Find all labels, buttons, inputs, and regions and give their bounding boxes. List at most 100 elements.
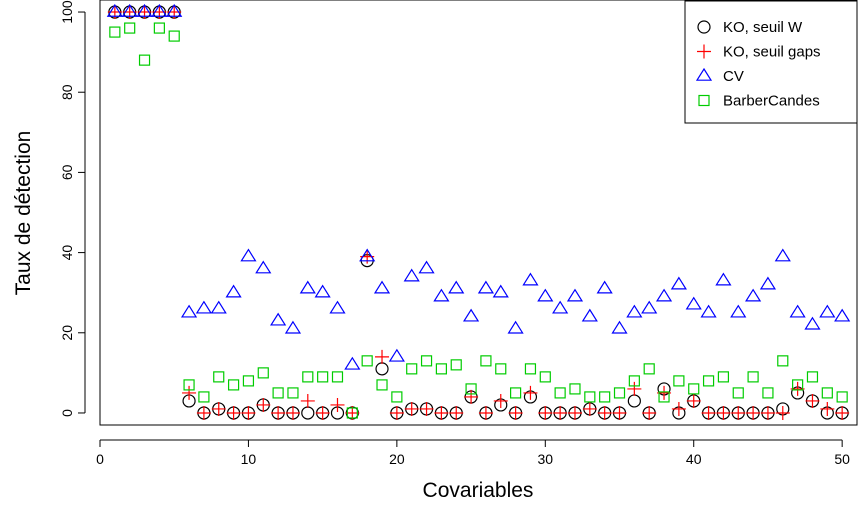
data-point bbox=[759, 276, 777, 290]
y-tick-label: 100 bbox=[59, 0, 75, 24]
data-point bbox=[522, 272, 539, 286]
data-point bbox=[805, 393, 820, 408]
data-point bbox=[388, 348, 405, 362]
data-point bbox=[819, 304, 836, 318]
data-point bbox=[435, 363, 447, 375]
y-tick-label: 80 bbox=[59, 84, 75, 100]
data-point bbox=[138, 54, 151, 66]
data-point bbox=[241, 405, 256, 420]
data-point bbox=[566, 288, 584, 302]
x-axis: 0 10 20 30 40 50 bbox=[96, 439, 850, 467]
x-tick-label: 20 bbox=[389, 451, 405, 467]
data-point bbox=[121, 3, 138, 17]
legend-label: KO, seuil gaps bbox=[723, 44, 821, 61]
plot-frame bbox=[99, 0, 858, 426]
y-tick-label: 60 bbox=[59, 164, 75, 180]
data-point bbox=[406, 363, 418, 375]
data-point bbox=[626, 304, 643, 318]
data-point bbox=[314, 284, 331, 298]
legend-marker bbox=[698, 94, 710, 107]
data-point bbox=[315, 405, 330, 420]
data-point bbox=[480, 355, 492, 367]
data-point bbox=[376, 379, 388, 391]
data-point bbox=[331, 371, 344, 383]
data-point bbox=[569, 383, 581, 395]
x-axis-title: Covariables bbox=[423, 479, 534, 502]
data-point bbox=[227, 379, 240, 391]
data-point bbox=[746, 405, 761, 420]
data-point bbox=[836, 391, 848, 403]
data-point bbox=[391, 391, 403, 403]
data-point bbox=[464, 389, 479, 404]
data-point bbox=[524, 363, 537, 375]
data-point bbox=[538, 405, 553, 420]
series-3 bbox=[109, 22, 848, 419]
data-point bbox=[270, 312, 287, 326]
data-point bbox=[359, 248, 376, 262]
data-point bbox=[124, 22, 136, 34]
data-point bbox=[225, 284, 242, 298]
data-point bbox=[168, 30, 180, 42]
data-point bbox=[109, 26, 121, 38]
data-point bbox=[420, 355, 433, 367]
data-point bbox=[760, 405, 775, 420]
data-point bbox=[671, 401, 686, 416]
data-point bbox=[717, 371, 730, 383]
data-point bbox=[732, 387, 744, 399]
data-point bbox=[375, 362, 389, 376]
data-point bbox=[627, 394, 641, 408]
data-point bbox=[658, 391, 670, 403]
data-point bbox=[434, 405, 449, 420]
data-point bbox=[404, 401, 419, 416]
data-point bbox=[448, 280, 465, 294]
data-point bbox=[136, 3, 153, 17]
x-tick-label: 40 bbox=[686, 451, 702, 467]
data-point bbox=[493, 393, 508, 408]
legend: KO, seuil W KO, seuil gaps CV BarberCandes bbox=[684, 0, 858, 124]
data-point bbox=[701, 405, 716, 420]
y-tick-label: 40 bbox=[59, 245, 75, 261]
data-point bbox=[375, 349, 390, 364]
data-point bbox=[523, 385, 538, 400]
data-point bbox=[299, 280, 316, 294]
data-point bbox=[510, 387, 522, 399]
y-axis-title: Taux de détection bbox=[12, 131, 35, 296]
data-point bbox=[284, 320, 302, 334]
data-point bbox=[213, 371, 225, 383]
series-1 bbox=[107, 5, 850, 420]
data-point bbox=[789, 304, 806, 318]
data-point bbox=[553, 405, 568, 420]
data-point bbox=[730, 304, 747, 318]
y-tick-label: 0 bbox=[59, 409, 75, 417]
data-point bbox=[287, 387, 299, 399]
data-point bbox=[433, 288, 450, 302]
data-point bbox=[597, 405, 612, 420]
data-point bbox=[582, 401, 597, 416]
data-point bbox=[685, 296, 702, 310]
data-point bbox=[670, 276, 687, 290]
data-point bbox=[599, 391, 611, 403]
data-point bbox=[195, 300, 212, 314]
data-point bbox=[272, 387, 284, 399]
data-point bbox=[655, 288, 673, 302]
data-point bbox=[834, 308, 851, 322]
data-point bbox=[641, 300, 658, 314]
data-point bbox=[821, 387, 833, 399]
data-point bbox=[820, 401, 835, 416]
data-point bbox=[183, 379, 195, 391]
data-point bbox=[301, 406, 315, 420]
data-point bbox=[673, 375, 685, 387]
data-point bbox=[731, 405, 746, 420]
data-point bbox=[492, 284, 509, 298]
data-point bbox=[554, 387, 566, 399]
data-point bbox=[302, 371, 314, 383]
data-point bbox=[581, 308, 598, 322]
data-point bbox=[344, 356, 361, 370]
legend-marker bbox=[697, 20, 711, 34]
data-point bbox=[507, 320, 524, 334]
data-point bbox=[182, 385, 197, 400]
data-points bbox=[106, 3, 851, 420]
data-point bbox=[584, 391, 596, 403]
data-point bbox=[495, 363, 507, 375]
data-point bbox=[257, 367, 269, 379]
